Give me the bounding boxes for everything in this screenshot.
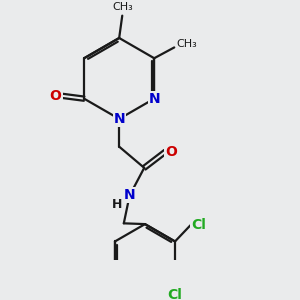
Text: H: H <box>112 198 122 211</box>
Text: O: O <box>50 88 62 103</box>
Text: O: O <box>165 145 177 159</box>
Text: Cl: Cl <box>167 288 182 300</box>
Text: N: N <box>123 188 135 202</box>
Text: N: N <box>114 112 125 126</box>
Text: CH₃: CH₃ <box>176 39 197 49</box>
Text: N: N <box>149 92 161 106</box>
Text: CH₃: CH₃ <box>112 2 133 12</box>
Text: Cl: Cl <box>191 218 206 232</box>
